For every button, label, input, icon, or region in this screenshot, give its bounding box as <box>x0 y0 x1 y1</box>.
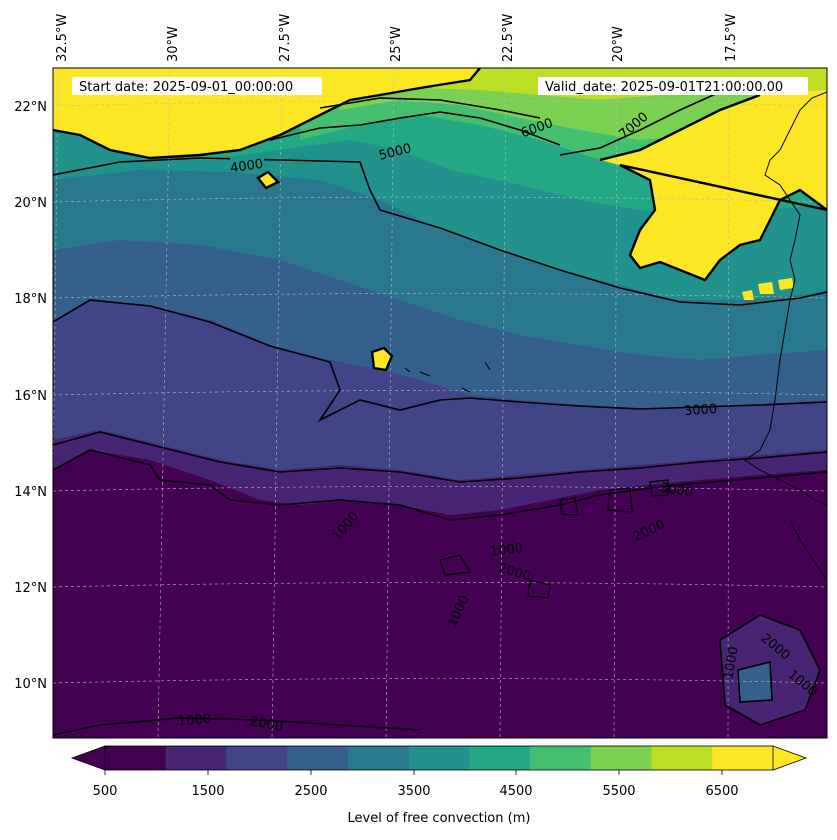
contour-1000-south <box>53 717 421 736</box>
lon-label-20w: 20°W <box>611 26 626 62</box>
gridline-lat-14n <box>53 486 827 492</box>
gridline-lat-22n <box>53 100 827 107</box>
lon-label-32-5w: 32.5°W <box>55 14 70 62</box>
field-island-cape-verde <box>372 348 392 370</box>
gridline-lon-30w <box>157 68 171 738</box>
start-date-text: Start date: 2025-09-01_00:00:00 <box>79 80 293 95</box>
colorbar-segment <box>226 746 288 770</box>
contour-island-cape-verde <box>370 346 394 372</box>
colorbar-segments <box>105 746 774 770</box>
lat-label-18n: 18°N <box>14 292 47 307</box>
colorbar-tick-6500: 6500 <box>705 784 738 799</box>
contour-4000-line <box>53 157 827 306</box>
colorbar-tick-4500: 4500 <box>499 784 532 799</box>
lon-label-30w: 30°W <box>166 26 181 62</box>
gridline-lat-10n <box>53 678 827 684</box>
contour-label-1000-south: 1000 <box>177 712 211 730</box>
contour-coast-yellow <box>599 93 827 282</box>
colorbar-tick-2500: 2500 <box>294 784 327 799</box>
valid-date-text: Valid_date: 2025-09-01T21:00:00.00 <box>545 80 783 95</box>
latitude-labels: 22°N 20°N 18°N 16°N 14°N 12°N 10°N <box>14 100 47 692</box>
contour-label-1000-sw: 1000 <box>721 645 742 680</box>
field-band-mid-sw <box>738 662 772 702</box>
gridline-lon-22-5w <box>499 68 507 738</box>
contour-3000-line <box>53 299 827 423</box>
graticule <box>53 68 827 738</box>
contour-2000-line <box>53 431 827 483</box>
coastline-africa <box>744 91 827 506</box>
colorbar-over-triangle <box>772 745 808 771</box>
colorbar-label: Level of free convection (m) <box>348 811 531 826</box>
colorbar-tick-3500: 3500 <box>397 784 430 799</box>
contour-7000-line <box>559 91 721 156</box>
field-island-blob-3 <box>758 282 774 294</box>
colorbar-frame <box>104 745 774 771</box>
lat-label-20n: 20°N <box>14 196 47 211</box>
contour-sw-inner <box>737 660 773 703</box>
gridline-lon-20w <box>613 68 618 738</box>
lon-label-27-5w: 27.5°W <box>278 14 293 62</box>
colorbar-segment <box>469 746 531 770</box>
contour-label-3000-east: 3000 <box>659 480 694 501</box>
lon-label-17-5w: 17.5°W <box>724 14 739 62</box>
colorbar: 500 1500 2500 3500 4500 5500 6500 Level … <box>70 745 808 826</box>
contour-label-4000: 4000 <box>229 157 264 176</box>
gridline-lat-12n <box>53 582 827 588</box>
lat-label-22n: 22°N <box>14 100 47 115</box>
colorbar-tick-5500: 5500 <box>602 784 635 799</box>
start-date-box <box>72 77 322 95</box>
colorbar-segment <box>165 746 227 770</box>
colorbar-segment <box>408 746 470 770</box>
colorbar-tick-1500: 1500 <box>191 784 224 799</box>
field-island-blob-2 <box>742 290 754 300</box>
field-island-blob-4 <box>778 278 794 290</box>
contour-label-1000-mid: 1000 <box>489 541 523 559</box>
colorbar-segment <box>530 746 592 770</box>
contour-5000-line <box>269 111 561 146</box>
colorbar-tick-500: 500 <box>93 784 118 799</box>
colorbar-segment <box>105 746 167 770</box>
contour-label-2000-south: 2000 <box>249 714 284 735</box>
gridline-lon-17-5w <box>727 68 730 738</box>
coastline-guinea <box>789 519 827 581</box>
gridline-lat-16n <box>53 390 827 396</box>
gridline-lon-27-5w <box>271 68 283 738</box>
colorbar-segment <box>712 746 774 770</box>
lat-label-12n: 12°N <box>14 581 47 596</box>
lat-label-14n: 14°N <box>14 485 47 500</box>
coastline <box>404 91 827 581</box>
contour-label-bg-4000 <box>230 158 264 172</box>
colorbar-segment <box>651 746 713 770</box>
valid-date-box <box>538 77 808 95</box>
contour-island-blob-1 <box>256 170 281 190</box>
colorbar-under-triangle <box>70 745 106 771</box>
map-frame <box>52 67 828 739</box>
colorbar-segment <box>590 746 653 770</box>
contour-sw-closed <box>719 614 821 726</box>
contour-6000-line <box>319 97 541 119</box>
lon-label-22-5w: 22.5°W <box>501 14 516 62</box>
contour-lines <box>53 68 827 736</box>
gridline-lat-20n <box>53 196 827 203</box>
gridline-lon-25w <box>385 68 395 738</box>
colorbar-ticks <box>104 770 723 775</box>
colorbar-segment <box>347 746 410 770</box>
gridline-lat-18n <box>53 293 827 299</box>
coastline-islands <box>404 361 491 393</box>
lat-label-16n: 16°N <box>14 389 47 404</box>
colorbar-segment <box>287 746 349 770</box>
longitude-labels: 32.5°W 30°W 27.5°W 25°W 22.5°W 20°W 17.5… <box>55 14 739 62</box>
lon-label-25w: 25°W <box>389 26 404 62</box>
contour-south-islands <box>439 479 669 599</box>
contour-top-yellow <box>53 68 481 160</box>
contour-1000-line <box>53 449 827 521</box>
lat-label-10n: 10°N <box>14 677 47 692</box>
contour-label-3000: 3000 <box>684 402 718 419</box>
